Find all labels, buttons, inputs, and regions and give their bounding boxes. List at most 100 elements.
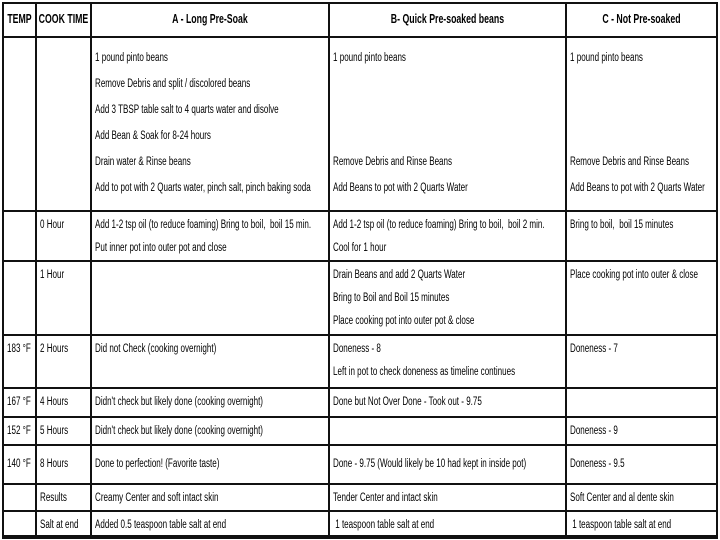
step-line: Didn't check but likely done (cooking ov… xyxy=(95,396,263,408)
cell-method-c: Doneness - 9.5 xyxy=(567,446,716,483)
cell-method-c: Soft Center and al dente skin xyxy=(567,485,716,510)
row-2-hours: 183 °F 2 Hours Did not Check (cooking ov… xyxy=(4,336,716,389)
step-line: Done to perfection! (Favorite taste) xyxy=(95,458,220,470)
temp-value xyxy=(7,214,35,237)
temp-value xyxy=(7,45,35,71)
header-cell-method-b: B- Quick Pre-soaked beans xyxy=(330,4,567,36)
cell-method-c xyxy=(567,389,716,416)
step-line: Add Beans to pot with 2 Quarts Water xyxy=(570,182,705,194)
cook-time-value xyxy=(40,45,90,71)
step-line xyxy=(95,264,328,287)
row-results: Results Creamy Center and soft intact sk… xyxy=(4,485,716,512)
row-0-hour: 0 Hour Add 1-2 tsp oil (to reduce foamin… xyxy=(4,212,716,262)
step-line xyxy=(570,97,716,123)
step-line: Cool for 1 hour xyxy=(333,242,387,254)
cell-cook-time: Salt at end xyxy=(37,512,92,535)
cell-temp: 167 °F xyxy=(4,389,37,416)
step-line: Add to pot with 2 Quarts water, pinch sa… xyxy=(95,182,311,194)
header-cell-method-a: A - Long Pre-Soak xyxy=(92,4,330,36)
temp-value: 183 °F xyxy=(7,343,31,355)
cell-cook-time: 1 Hour xyxy=(37,262,92,334)
row-8-hours: 140 °F 8 Hours Done to perfection! (Favo… xyxy=(4,446,716,485)
step-line: Soft Center and al dente skin xyxy=(570,492,674,504)
cell-temp: 183 °F xyxy=(4,336,37,387)
cell-method-b: Drain Beans and add 2 Quarts Water Bring… xyxy=(330,262,567,334)
cell-method-b xyxy=(330,418,567,444)
cell-cook-time: 5 Hours xyxy=(37,418,92,444)
step-line: Bring to Boil and Boil 15 minutes xyxy=(333,292,450,304)
cell-method-c: Bring to boil, boil 15 minutes xyxy=(567,212,716,260)
temp-value: 167 °F xyxy=(7,396,31,408)
cook-time-value: 2 Hours xyxy=(40,343,69,355)
temp-value: 152 °F xyxy=(7,425,31,437)
cell-temp: 152 °F xyxy=(4,418,37,444)
step-line: 1 pound pinto beans xyxy=(333,52,406,64)
step-line: Add 1-2 tsp oil (to reduce foaming) Brin… xyxy=(333,219,545,231)
step-line: 1 pound pinto beans xyxy=(95,52,168,64)
cell-temp xyxy=(4,212,37,260)
step-line: Doneness - 7 xyxy=(570,343,618,355)
step-line: Doneness - 9 xyxy=(570,425,618,437)
step-line: Didn't check but likely done (cooking ov… xyxy=(95,425,263,437)
temp-value xyxy=(7,487,35,510)
cell-method-b: Add 1-2 tsp oil (to reduce foaming) Brin… xyxy=(330,212,567,260)
step-line xyxy=(333,71,565,97)
cell-method-a: Done to perfection! (Favorite taste) xyxy=(92,446,330,483)
step-line: Add Bean & Soak for 8-24 hours xyxy=(95,130,211,142)
step-line: Added 0.5 teaspoon table salt at end xyxy=(95,519,227,531)
step-line: Doneness - 8 xyxy=(333,343,381,355)
cell-temp xyxy=(4,512,37,535)
step-line xyxy=(570,71,716,97)
step-line: Place cooking pot into outer pot & close xyxy=(333,315,475,327)
step-line: Add 3 TBSP table salt to 4 quarts water … xyxy=(95,104,279,116)
cell-method-c: 1 pound pinto beans Remove Debris and Ri… xyxy=(567,38,716,210)
cell-method-b: 1 pound pinto beans Remove Debris and Ri… xyxy=(330,38,567,210)
cell-method-a: Didn't check but likely done (cooking ov… xyxy=(92,418,330,444)
step-line: Remove Debris and Rinse Beans xyxy=(333,156,453,168)
step-line: Drain water & Rinse beans xyxy=(95,156,191,168)
step-line: Done but Not Over Done - Took out - 9.75 xyxy=(333,396,482,408)
header-row: TEMP COOK TIME A - Long Pre-Soak B- Quic… xyxy=(4,4,716,38)
step-line: Add 1-2 tsp oil (to reduce foaming) Brin… xyxy=(95,219,312,231)
header-method-c-label: C - Not Pre-soaked xyxy=(602,12,681,26)
header-method-a-label: A - Long Pre-Soak xyxy=(172,12,248,26)
header-cell-method-c: C - Not Pre-soaked xyxy=(567,4,716,36)
cell-method-a xyxy=(92,262,330,334)
step-line: Remove Debris and split / discolored bea… xyxy=(95,78,251,90)
step-line: 1 pound pinto beans xyxy=(570,52,643,64)
temp-value: 140 °F xyxy=(7,458,31,470)
step-line xyxy=(333,97,565,123)
row-salt-at-end: Salt at end Added 0.5 teaspoon table sal… xyxy=(4,512,716,535)
cell-method-b: Tender Center and intact skin xyxy=(330,485,567,510)
cell-method-b: Done but Not Over Done - Took out - 9.75 xyxy=(330,389,567,416)
row-1-hour: 1 Hour Drain Beans and add 2 Quarts Wate… xyxy=(4,262,716,336)
row-5-hours: 152 °F 5 Hours Didn't check but likely d… xyxy=(4,418,716,446)
cell-cook-time: 4 Hours xyxy=(37,389,92,416)
cook-time-value: Salt at end xyxy=(40,519,79,531)
cell-cook-time: Results xyxy=(37,485,92,510)
row-4-hours: 167 °F 4 Hours Didn't check but likely d… xyxy=(4,389,716,418)
step-line: Put inner pot into outer pot and close xyxy=(95,242,227,254)
step-line: Drain Beans and add 2 Quarts Water xyxy=(333,269,466,281)
cook-time-value: 4 Hours xyxy=(40,396,69,408)
cook-time-value: Results xyxy=(40,492,67,504)
cell-method-c: Place cooking pot into outer & close xyxy=(567,262,716,334)
cell-cook-time: 0 Hour xyxy=(37,212,92,260)
step-line xyxy=(333,420,565,443)
header-cell-temp: TEMP xyxy=(4,4,37,36)
cell-method-b: Done - 9.75 (Would likely be 10 had kept… xyxy=(330,446,567,483)
cook-time-value: 1 Hour xyxy=(40,269,65,281)
cell-method-a: Creamy Center and soft intact skin xyxy=(92,485,330,510)
header-cook-time-label: COOK TIME xyxy=(38,12,89,26)
step-line: 1 teaspoon table salt at end xyxy=(570,519,672,531)
cell-temp xyxy=(4,485,37,510)
cell-method-a: Did not Check (cooking overnight) xyxy=(92,336,330,387)
step-line: Bring to boil, boil 15 minutes xyxy=(570,219,674,231)
step-line: Did not Check (cooking overnight) xyxy=(95,343,217,355)
header-temp-label: TEMP xyxy=(7,12,32,26)
cell-cook-time: 8 Hours xyxy=(37,446,92,483)
step-line: Doneness - 9.5 xyxy=(570,458,625,470)
cell-cook-time xyxy=(37,38,92,210)
temp-value xyxy=(7,264,35,287)
step-line: 1 teaspoon table salt at end xyxy=(333,519,435,531)
